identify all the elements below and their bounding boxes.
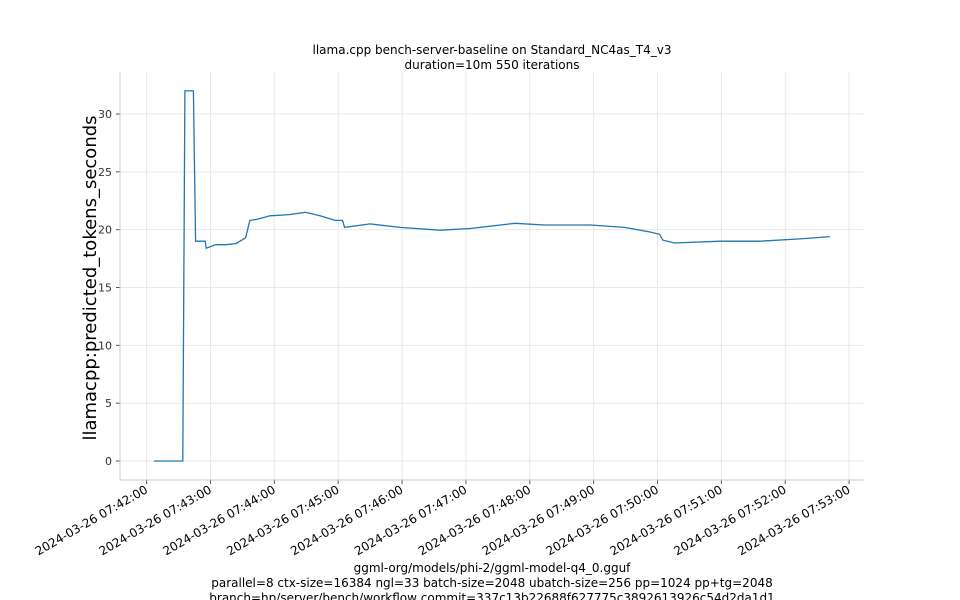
data-line [154,90,830,462]
x-tick-label: 2024-03-26 07:49:00 [480,482,597,558]
x-tick-label: 2024-03-26 07:42:00 [33,482,150,558]
y-tick-label: 30 [98,108,112,121]
y-tick-label: 0 [105,455,112,468]
x-tick-label: 2024-03-26 07:43:00 [97,482,214,558]
x-tick-label: 2024-03-26 07:47:00 [352,482,469,558]
x-tick-label: 2024-03-26 07:45:00 [224,482,341,558]
chart-subtitle: duration=10m 550 iterations [405,58,580,72]
x-tick-label: 2024-03-26 07:48:00 [416,482,533,558]
y-tick-label: 20 [98,224,112,237]
chart-title: llama.cpp bench-server-baseline on Stand… [313,43,672,57]
x-tick-label: 2024-03-26 07:46:00 [288,482,405,558]
y-axis-label: llamacpp:predicted_tokens_seconds [80,115,101,440]
x-tick-label: 2024-03-26 07:44:00 [160,482,277,558]
y-tick-label: 10 [98,339,112,352]
x-tick-label: 2024-03-26 07:53:00 [735,482,852,558]
x-tick-label: 2024-03-26 07:51:00 [607,482,724,558]
y-tick-label: 25 [98,166,112,179]
x-tick-label: 2024-03-26 07:50:00 [544,482,661,558]
x-tick-label: 2024-03-26 07:52:00 [671,482,788,558]
footer-line: parallel=8 ctx-size=16384 ngl=33 batch-s… [211,576,772,590]
footer-line: ggml-org/models/phi-2/ggml-model-q4_0.gg… [354,561,632,575]
y-tick-label: 5 [105,397,112,410]
y-tick-label: 15 [98,282,112,295]
footer-line: branch=hp/server/bench/workflow commit=3… [209,591,774,600]
